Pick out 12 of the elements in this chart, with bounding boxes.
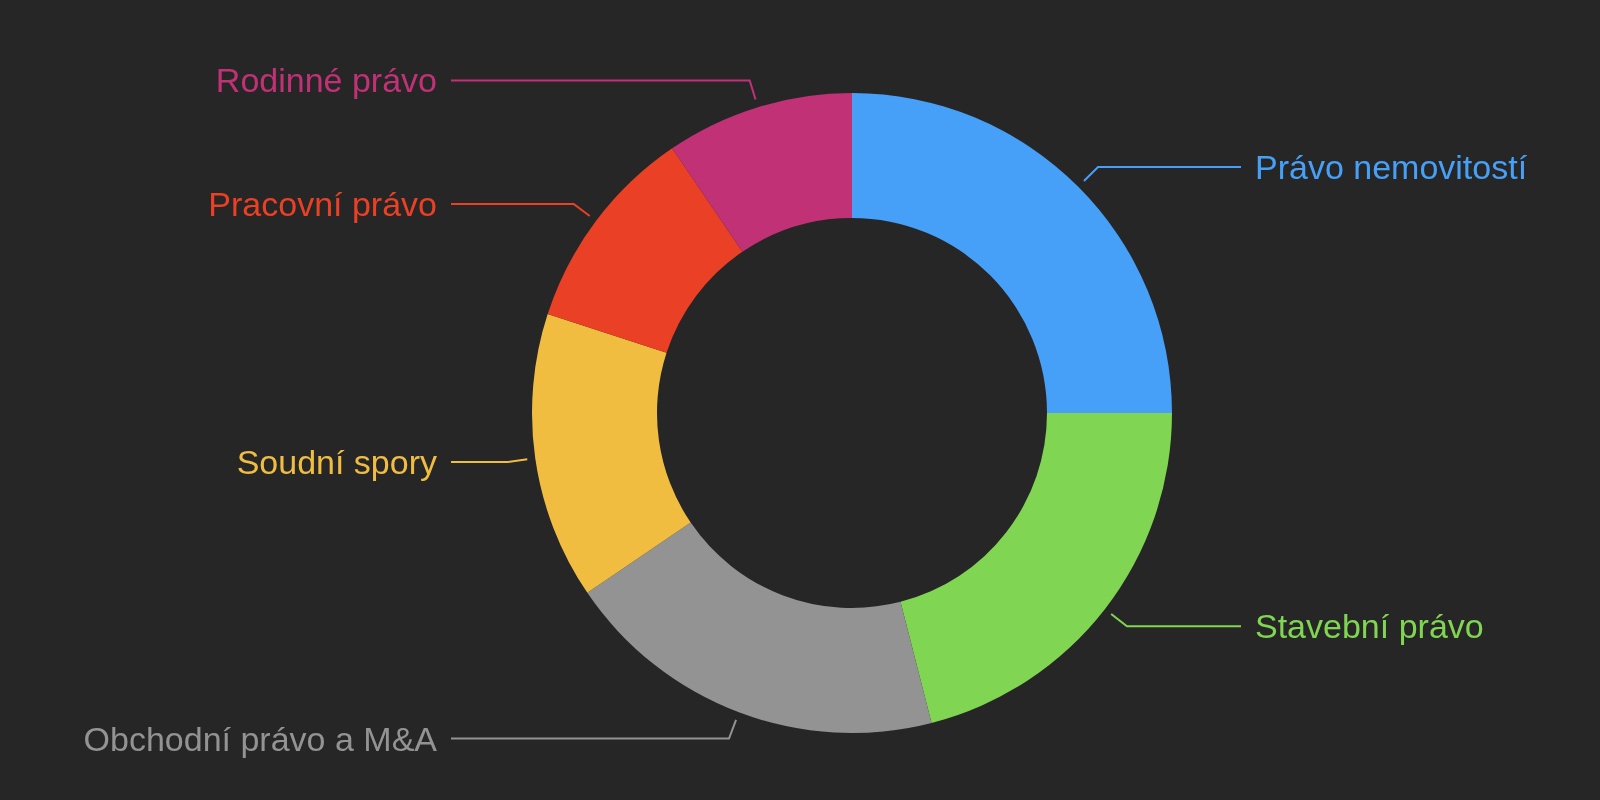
slice-label: Rodinné právo [215,61,437,100]
slice-label: Obchodní právo a M&A [83,719,438,758]
donut-slice [532,314,691,593]
donut-slice [852,93,1172,413]
donut-slice [547,148,743,353]
donut-slice [900,413,1172,723]
slice-label: Pracovní právo [208,185,437,224]
donut-slice [672,93,852,252]
slice-label: Stavební právo [1255,607,1484,646]
donut-slice [587,522,932,733]
slice-label: Právo nemovitostí [1255,147,1528,186]
slice-label: Soudní spory [236,443,437,482]
